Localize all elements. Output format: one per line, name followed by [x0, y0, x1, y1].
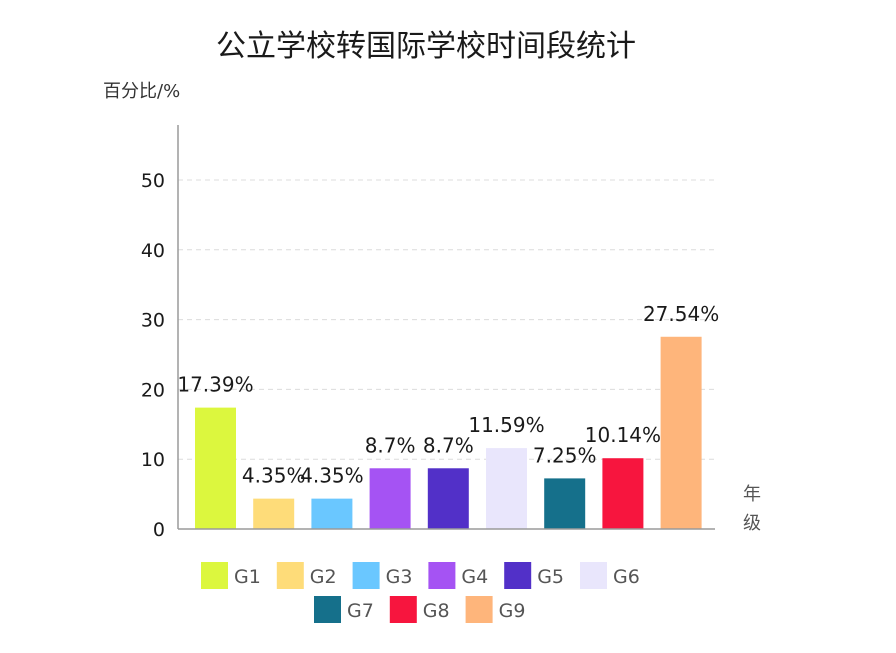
y-tick-label: 50: [141, 170, 165, 192]
data-label: 4.35%: [242, 464, 306, 488]
chart-title: 公立学校转国际学校时间段统计: [216, 29, 636, 64]
bar-g6: [486, 448, 527, 529]
y-tick-label: 0: [153, 519, 165, 541]
legend-label: G6: [613, 566, 640, 588]
legend-swatch-g1: [201, 562, 228, 589]
data-label: 4.35%: [300, 464, 364, 488]
legend-swatch-g9: [465, 596, 493, 623]
y-tick-label: 40: [141, 240, 165, 262]
legend-label: G9: [499, 600, 526, 622]
legend-swatch-g3: [352, 562, 380, 589]
bar-g3: [311, 498, 353, 529]
data-label: 8.7%: [423, 433, 474, 457]
bar-g8: [602, 458, 644, 529]
legend-label: G2: [310, 566, 337, 588]
y-tick-label: 30: [141, 310, 165, 332]
y-tick-label: 10: [141, 449, 165, 471]
data-label: 27.54%: [643, 302, 719, 326]
data-labels: 17.39%4.35%4.35%8.7% 8.7%11.59%7.25%10.14…: [177, 302, 719, 488]
legend-swatch-g7: [314, 596, 341, 623]
data-label: 8.7%: [365, 433, 416, 457]
legend-label: G8: [423, 600, 450, 622]
bar-g1: [195, 407, 236, 529]
y-tick-label: 20: [141, 379, 165, 401]
bars: [195, 336, 702, 529]
x-axis-label: 年级: [743, 484, 761, 534]
bar-g7: [544, 478, 586, 529]
legend-label: G1: [234, 566, 261, 588]
legend: G1 G2 G3 G4 G5 G6 G7 G8 G9: [201, 562, 640, 623]
data-label: 10.14%: [585, 423, 661, 447]
x-axis-label-char: 年: [743, 484, 761, 505]
x-axis-label-char: 级: [743, 513, 761, 534]
legend-swatch-g4: [428, 562, 456, 589]
legend-label: G7: [347, 600, 374, 622]
legend-label: G4: [461, 566, 488, 588]
bar-g5: [427, 468, 469, 529]
bar-g2: [253, 498, 295, 529]
data-label: 11.59%: [468, 413, 544, 437]
legend-label: G5: [537, 566, 564, 588]
gridlines: [178, 179, 715, 460]
axes: [177, 125, 715, 530]
y-ticks: 0 10 20 30 40 50: [141, 170, 165, 541]
legend-swatch-g8: [389, 596, 417, 623]
bar-g9: [660, 336, 702, 529]
bar-g4: [369, 468, 411, 529]
data-label: 7.25%: [533, 443, 597, 467]
legend-swatch-g6: [580, 562, 607, 589]
legend-label: G3: [386, 566, 413, 588]
y-axis-label: 百分比/%: [103, 81, 180, 102]
legend-swatch-g5: [504, 562, 532, 589]
legend-swatch-g2: [276, 562, 304, 589]
data-label: 17.39%: [177, 373, 253, 397]
